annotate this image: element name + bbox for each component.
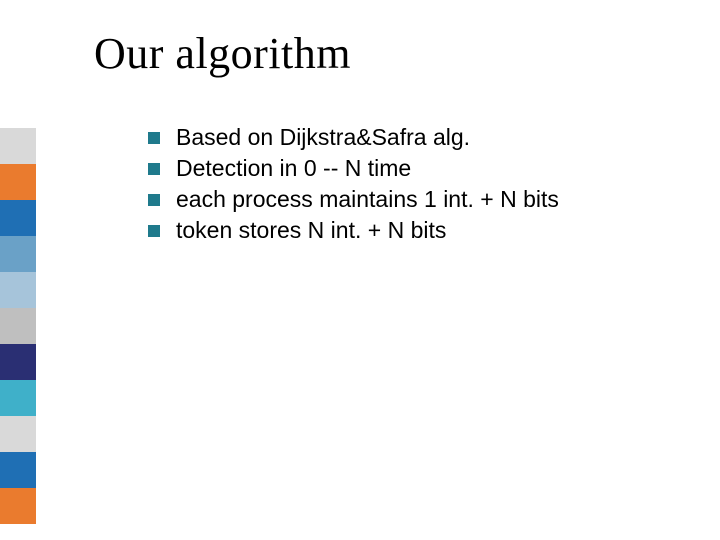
sidebar-block (0, 200, 36, 236)
list-item-text: Detection in 0 -- N time (176, 155, 411, 182)
sidebar-decoration (0, 128, 36, 524)
list-item: each process maintains 1 int. + N bits (148, 186, 559, 213)
sidebar-block (0, 128, 36, 164)
sidebar-block (0, 416, 36, 452)
list-item: Based on Dijkstra&Safra alg. (148, 124, 559, 151)
slide-title: Our algorithm (94, 28, 351, 79)
square-bullet-icon (148, 163, 160, 175)
list-item-text: token stores N int. + N bits (176, 217, 446, 244)
sidebar-block (0, 488, 36, 524)
square-bullet-icon (148, 194, 160, 206)
sidebar-block (0, 164, 36, 200)
bullet-list: Based on Dijkstra&Safra alg. Detection in… (148, 124, 559, 244)
list-item: token stores N int. + N bits (148, 217, 559, 244)
list-item-text: each process maintains 1 int. + N bits (176, 186, 559, 213)
sidebar-block (0, 272, 36, 308)
list-item-text: Based on Dijkstra&Safra alg. (176, 124, 470, 151)
sidebar-block (0, 344, 36, 380)
sidebar-block (0, 380, 36, 416)
sidebar-block (0, 452, 36, 488)
slide: Our algorithm Based on Dijkstra&Safra al… (0, 0, 720, 540)
square-bullet-icon (148, 225, 160, 237)
sidebar-block (0, 236, 36, 272)
square-bullet-icon (148, 132, 160, 144)
list-item: Detection in 0 -- N time (148, 155, 559, 182)
sidebar-block (0, 308, 36, 344)
